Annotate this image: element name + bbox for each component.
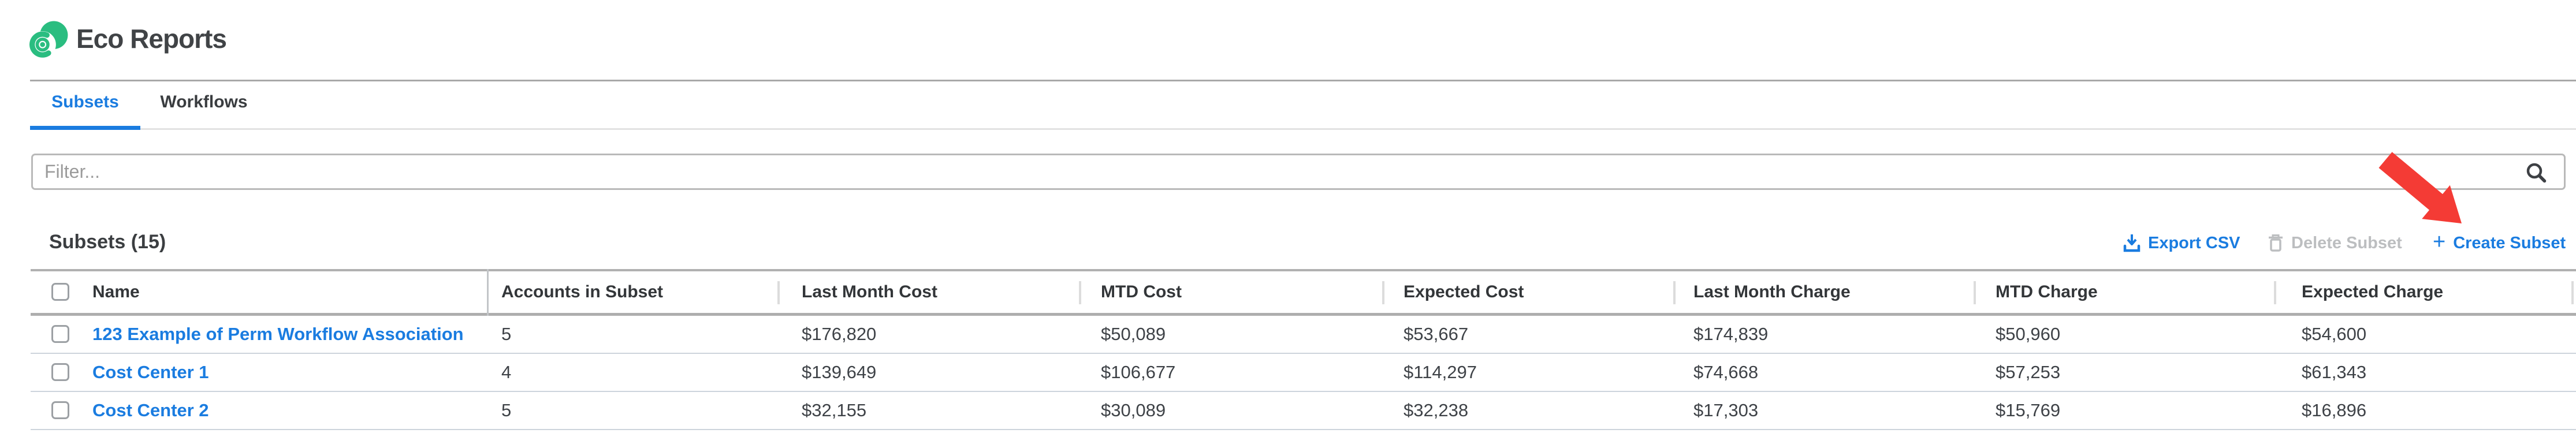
eco-logo-icon bbox=[29, 21, 68, 58]
table-header-row: Name Accounts in Subset Last Month Cost … bbox=[31, 271, 2576, 313]
mtd-cost-cell: $106,677 bbox=[1101, 362, 1176, 382]
table-row: Cost Center 2 5 $32,155 $30,089 $32,238 … bbox=[31, 392, 2576, 430]
expected-cost-cell: $53,667 bbox=[1404, 324, 1469, 344]
expected-cost-cell: $114,297 bbox=[1404, 362, 1477, 382]
expected-cost-cell: $32,238 bbox=[1404, 400, 1469, 420]
table-top-border bbox=[31, 269, 2576, 271]
create-subset-button[interactable]: + Create Subset bbox=[2433, 230, 2566, 256]
export-csv-button[interactable]: Export CSV bbox=[2123, 230, 2240, 256]
subsets-count-heading: Subsets (15) bbox=[49, 231, 166, 253]
table-row: 123 Example of Perm Workflow Association… bbox=[31, 316, 2576, 354]
column-header-accounts: Accounts in Subset bbox=[501, 282, 664, 301]
plus-icon: + bbox=[2433, 230, 2446, 254]
download-icon bbox=[2123, 234, 2141, 252]
tab-subsets[interactable]: Subsets bbox=[30, 88, 140, 117]
trash-icon bbox=[2269, 234, 2283, 252]
row-checkbox[interactable] bbox=[51, 325, 69, 343]
row-checkbox[interactable] bbox=[51, 401, 69, 419]
active-tab-indicator bbox=[30, 126, 140, 130]
expected-charge-cell: $54,600 bbox=[2302, 324, 2367, 344]
tabstrip-divider bbox=[30, 128, 2576, 130]
last-month-cost-cell: $176,820 bbox=[802, 324, 877, 344]
subset-name-link[interactable]: 123 Example of Perm Workflow Association bbox=[92, 324, 464, 344]
column-header-mtd-cost: MTD Cost bbox=[1101, 282, 1182, 301]
table-row: Cost Center 1 4 $139,649 $106,677 $114,2… bbox=[31, 354, 2576, 392]
column-header-mtd-charge: MTD Charge bbox=[1996, 282, 2098, 301]
subset-name-link[interactable]: Cost Center 1 bbox=[92, 362, 209, 382]
tab-workflows[interactable]: Workflows bbox=[155, 88, 253, 117]
delete-subset-label: Delete Subset bbox=[2291, 233, 2402, 252]
last-month-cost-cell: $139,649 bbox=[802, 362, 877, 382]
column-separator bbox=[2571, 281, 2574, 304]
subset-name-link[interactable]: Cost Center 2 bbox=[92, 400, 209, 420]
search-icon[interactable] bbox=[2526, 162, 2548, 184]
accounts-in-subset-cell: 5 bbox=[501, 400, 512, 420]
mtd-cost-cell: $30,089 bbox=[1101, 400, 1166, 420]
page-title: Eco Reports bbox=[76, 24, 227, 54]
last-month-charge-cell: $74,668 bbox=[1693, 362, 1759, 382]
delete-subset-button[interactable]: Delete Subset bbox=[2268, 230, 2402, 256]
filter-box bbox=[31, 154, 2566, 190]
mtd-charge-cell: $57,253 bbox=[1996, 362, 2061, 382]
mtd-charge-cell: $50,960 bbox=[1996, 324, 2061, 344]
column-header-name: Name bbox=[92, 282, 140, 301]
last-month-charge-cell: $17,303 bbox=[1693, 400, 1759, 420]
accounts-in-subset-cell: 4 bbox=[501, 362, 512, 382]
expected-charge-cell: $16,896 bbox=[2302, 400, 2367, 420]
table-header-border bbox=[31, 313, 2576, 316]
row-checkbox[interactable] bbox=[51, 363, 69, 381]
column-separator bbox=[2274, 281, 2276, 304]
column-header-last-month-charge: Last Month Charge bbox=[1693, 282, 1851, 301]
last-month-cost-cell: $32,155 bbox=[802, 400, 867, 420]
column-separator bbox=[1382, 281, 1384, 304]
mtd-cost-cell: $50,089 bbox=[1101, 324, 1166, 344]
header-divider bbox=[30, 80, 2576, 81]
mtd-charge-cell: $15,769 bbox=[1996, 400, 2061, 420]
create-subset-label: Create Subset bbox=[2453, 233, 2566, 252]
column-separator bbox=[1673, 281, 1676, 304]
filter-input[interactable] bbox=[44, 155, 2517, 188]
last-month-charge-cell: $174,839 bbox=[1693, 324, 1769, 344]
tab-workflows-label: Workflows bbox=[160, 92, 248, 111]
accounts-in-subset-cell: 5 bbox=[501, 324, 512, 344]
tab-subsets-label: Subsets bbox=[51, 92, 119, 111]
column-header-expected-charge: Expected Charge bbox=[2302, 282, 2444, 301]
column-separator bbox=[1974, 281, 1976, 304]
column-header-last-month-cost: Last Month Cost bbox=[802, 282, 937, 301]
select-all-checkbox[interactable] bbox=[51, 283, 69, 301]
export-csv-label: Export CSV bbox=[2148, 233, 2240, 252]
expected-charge-cell: $61,343 bbox=[2302, 362, 2367, 382]
column-header-expected-cost: Expected Cost bbox=[1404, 282, 1524, 301]
column-separator bbox=[1079, 281, 1081, 304]
column-separator bbox=[777, 281, 780, 304]
